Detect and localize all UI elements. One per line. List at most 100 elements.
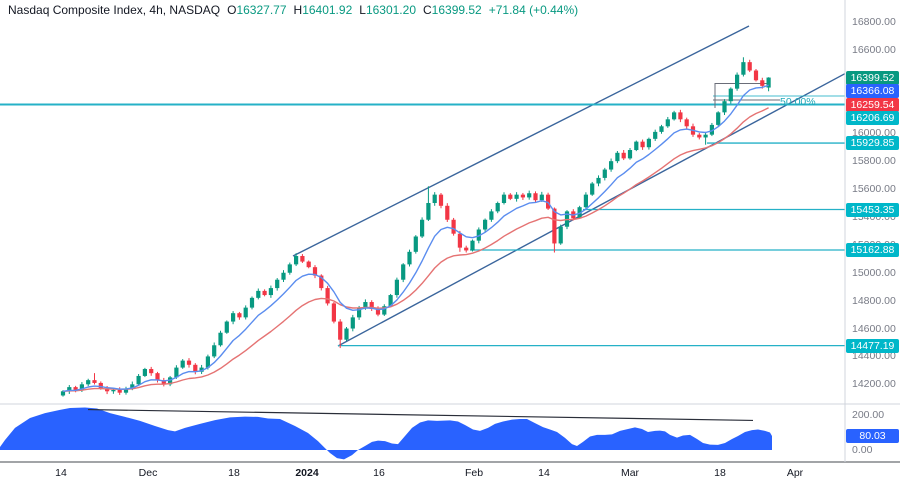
candle-body	[659, 126, 664, 132]
price-tick-label: 14400.00	[852, 350, 896, 363]
time-label: Feb	[464, 467, 484, 479]
candle-body	[464, 247, 469, 251]
candle-body	[590, 183, 595, 195]
candle-body	[627, 150, 633, 159]
ohlc-prefix: H	[293, 3, 303, 17]
candle-body	[149, 368, 154, 374]
symbol-title: Nasdaq Composite Index, 4h, NASDAQ	[8, 3, 221, 17]
ohlc-info-bar[interactable]: Nasdaq Composite Index, 4h, NASDAQ O16327…	[8, 3, 578, 17]
candle-body	[602, 169, 607, 178]
candle-body	[60, 391, 66, 396]
candle-body	[262, 290, 267, 296]
candle-body	[621, 152, 626, 159]
candle-body	[596, 177, 601, 184]
candle-body	[237, 313, 242, 318]
ohlc-value: 16399.52	[431, 3, 482, 17]
indicator-tick-label: 0.00	[852, 444, 873, 456]
fib-50-percent-label[interactable]: 50.00%	[780, 95, 816, 108]
candle-body	[640, 141, 645, 148]
candle-body	[382, 306, 387, 315]
candle-body	[760, 80, 765, 86]
time-label: 18	[228, 467, 240, 479]
candle-body	[552, 208, 557, 244]
candle-body	[470, 240, 475, 251]
candle-body	[709, 124, 714, 135]
candle-body	[287, 264, 292, 273]
time-label: 2024	[295, 467, 319, 479]
time-label: 14	[55, 467, 67, 479]
candle-body	[703, 134, 708, 138]
trend-channel-upper-line[interactable]	[292, 25, 750, 257]
candle-body	[136, 375, 141, 385]
candle-body	[546, 194, 551, 209]
candle-body	[483, 219, 488, 230]
candle-body	[495, 203, 500, 212]
price-tick-label: 16800.00	[852, 15, 896, 28]
candle-body	[325, 288, 330, 304]
candle-body	[489, 211, 494, 220]
candle-body	[92, 380, 97, 383]
price-badge: 16399.52	[846, 70, 899, 85]
time-label: 16	[373, 467, 385, 479]
price-tick-label: 14200.00	[852, 378, 896, 391]
candle-body	[407, 251, 412, 265]
price-tick-label: 15800.00	[852, 155, 896, 168]
ohlc-value: 16327.77	[236, 3, 287, 17]
candle-body	[338, 321, 343, 340]
indicator-tick-label: 200.00	[852, 409, 885, 421]
candle-body	[79, 384, 84, 390]
candle-body	[533, 193, 538, 201]
candle-body	[256, 290, 261, 298]
candle-body	[413, 236, 418, 252]
indicator-area	[0, 407, 772, 460]
price-tick-label: 15000.00	[852, 266, 896, 279]
candle-body	[363, 302, 368, 308]
candle-body	[634, 141, 639, 151]
candle-body	[728, 88, 733, 102]
ohlc-prefix: L	[359, 3, 366, 17]
ohlc-values: O16327.77 H16401.92 L16301.20 C16399.52 +71.…	[220, 3, 578, 17]
candle-body	[476, 229, 481, 241]
price-tick-label: 14600.00	[852, 322, 896, 335]
ma-fast-line[interactable]	[62, 84, 769, 392]
candle-body	[186, 360, 192, 365]
price-badge: 15929.85	[846, 136, 899, 151]
candle-body	[514, 194, 519, 199]
plot-area[interactable]	[0, 25, 848, 460]
price-tick-label: 15600.00	[852, 183, 896, 196]
candle-body	[243, 307, 248, 318]
candle-body	[665, 119, 670, 127]
candle-body	[501, 194, 507, 204]
candle-body	[426, 203, 431, 220]
candle-body	[609, 161, 614, 170]
candle-body	[615, 152, 620, 162]
candle-body	[275, 279, 280, 289]
candle-body	[130, 384, 135, 389]
candle-body	[741, 62, 746, 75]
candle-body	[249, 297, 255, 308]
candle-body	[180, 360, 185, 368]
change-value: +71.84 (+0.44%)	[488, 3, 579, 17]
candle-body	[218, 332, 223, 346]
candle-body	[123, 388, 129, 393]
indicator-trendline[interactable]	[87, 408, 754, 422]
candle-body	[111, 389, 116, 392]
ma-slow-line[interactable]	[62, 107, 769, 392]
price-badge: 16259.54	[846, 97, 899, 112]
candle-body	[438, 194, 444, 206]
candle-body	[357, 307, 362, 318]
candle-body	[205, 356, 210, 368]
candle-body	[457, 233, 462, 248]
candle-body	[319, 275, 324, 289]
candle-body	[394, 279, 399, 296]
candle-body	[753, 70, 759, 81]
candle-body	[231, 313, 236, 322]
candle-body	[558, 226, 563, 244]
candle-body	[67, 387, 72, 392]
candle-body	[539, 194, 544, 201]
candle-body	[401, 264, 406, 280]
candle-body	[420, 219, 425, 237]
candle-body	[98, 382, 103, 389]
candle-body	[281, 272, 286, 280]
